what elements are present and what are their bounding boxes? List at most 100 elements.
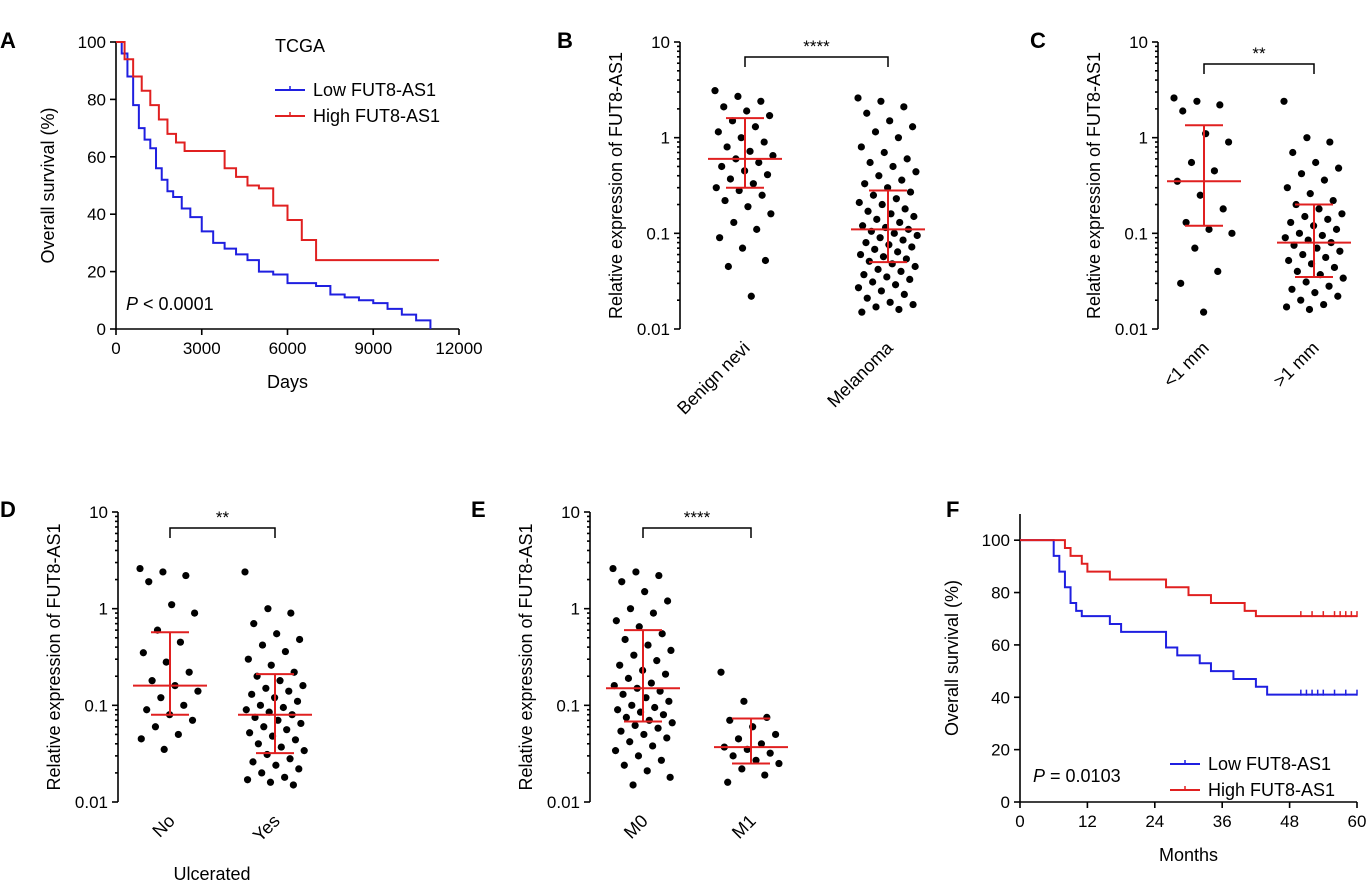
panel-A: A 0 20 40 60 80 100 0 3000 6000 9000 12000 Days Overa… xyxy=(0,28,483,392)
data-point xyxy=(730,218,738,227)
panel-D: D 0.01 0.1 1 10 Relative expression of FUT8-A… xyxy=(0,497,312,883)
y-axis-label: Overall survival (%) xyxy=(942,580,962,736)
data-point xyxy=(151,723,160,731)
survival-curve-high xyxy=(116,41,439,262)
data-point xyxy=(880,148,888,157)
x-tick-label: >1 mm xyxy=(1269,338,1322,391)
data-point xyxy=(876,234,884,242)
x-tick-label: 48 xyxy=(1280,812,1299,831)
data-point xyxy=(1219,205,1227,213)
data-point xyxy=(1334,164,1343,172)
data-point xyxy=(266,778,275,786)
data-point xyxy=(1179,107,1187,115)
data-point xyxy=(1191,244,1199,252)
data-point xyxy=(1322,253,1330,262)
data-point xyxy=(717,668,725,676)
data-point xyxy=(1170,94,1178,102)
data-point xyxy=(886,298,894,306)
data-point xyxy=(864,207,872,215)
data-point xyxy=(616,661,624,669)
data-point xyxy=(1339,274,1347,282)
panel-label: F xyxy=(946,497,959,522)
data-point xyxy=(174,730,182,739)
survival-curve-low xyxy=(116,41,432,329)
y-tick-label: 0.1 xyxy=(84,696,108,715)
y-tick-label: 0.01 xyxy=(637,320,670,339)
significance-bracket xyxy=(169,527,276,538)
p-value-italic: P xyxy=(126,294,138,314)
data-point xyxy=(291,736,300,744)
y-tick-label: 20 xyxy=(87,263,106,282)
data-point xyxy=(143,706,151,714)
y-tick-label: 0.01 xyxy=(547,793,580,812)
p-value-text: < 0.0001 xyxy=(138,294,214,314)
data-point xyxy=(726,175,735,183)
data-point xyxy=(866,158,874,167)
data-point xyxy=(892,195,900,203)
data-point xyxy=(622,713,630,722)
significance-bracket xyxy=(1203,63,1315,74)
data-point xyxy=(769,151,777,160)
data-point xyxy=(901,205,909,213)
data-point xyxy=(272,761,280,769)
data-point xyxy=(655,571,663,580)
data-point xyxy=(635,623,643,631)
data-point xyxy=(761,771,769,779)
data-point xyxy=(763,171,772,179)
panel-label: B xyxy=(557,28,573,53)
data-point xyxy=(667,646,675,655)
y-tick-label: 1 xyxy=(661,129,670,148)
data-point xyxy=(720,103,728,111)
data-point xyxy=(753,225,761,233)
y-tick-label: 40 xyxy=(87,205,106,224)
x-tick-label: 12 xyxy=(1078,812,1097,831)
data-point xyxy=(734,735,743,743)
data-point xyxy=(632,568,640,576)
data-point xyxy=(1210,167,1219,175)
data-point xyxy=(279,703,287,712)
data-point xyxy=(285,687,293,695)
data-point xyxy=(1302,278,1310,286)
data-point xyxy=(738,244,747,252)
data-point xyxy=(136,564,144,573)
significance-bracket xyxy=(744,56,889,67)
data-point xyxy=(856,250,865,259)
data-point xyxy=(1216,101,1224,109)
data-point xyxy=(895,305,903,314)
data-point xyxy=(250,620,258,628)
x-tick-label: No xyxy=(148,811,178,841)
data-point xyxy=(630,651,638,659)
y-tick-label: 10 xyxy=(1129,33,1148,52)
data-point xyxy=(763,713,771,722)
y-tick-label: 0.01 xyxy=(1115,320,1148,339)
x-tick-label: 12000 xyxy=(435,339,482,358)
data-point xyxy=(871,245,879,253)
y-tick-label: 80 xyxy=(87,90,106,109)
data-point xyxy=(659,711,668,719)
significance-stars: ** xyxy=(1252,44,1266,63)
data-point xyxy=(663,734,671,742)
data-point xyxy=(1305,305,1314,314)
x-tick-label: Melanoma xyxy=(823,337,897,411)
data-point xyxy=(1288,285,1296,293)
data-point xyxy=(906,275,914,283)
data-point xyxy=(628,701,636,709)
y-tick-label: 0 xyxy=(1001,793,1010,812)
data-point xyxy=(626,738,634,746)
data-point xyxy=(243,776,252,784)
data-point xyxy=(617,727,625,735)
p-value-annotation: P = 0.0103 xyxy=(1033,766,1121,786)
data-point xyxy=(665,697,673,705)
survival-curve-high xyxy=(1020,539,1357,618)
data-point xyxy=(611,747,620,755)
data-point xyxy=(912,168,920,176)
significance-stars: **** xyxy=(684,508,711,527)
data-point xyxy=(1196,191,1204,199)
data-point xyxy=(911,262,919,271)
y-tick-label: 40 xyxy=(991,688,1010,707)
data-point xyxy=(862,239,870,247)
data-point xyxy=(1282,303,1291,311)
data-point xyxy=(752,756,760,764)
data-point xyxy=(1287,218,1295,227)
